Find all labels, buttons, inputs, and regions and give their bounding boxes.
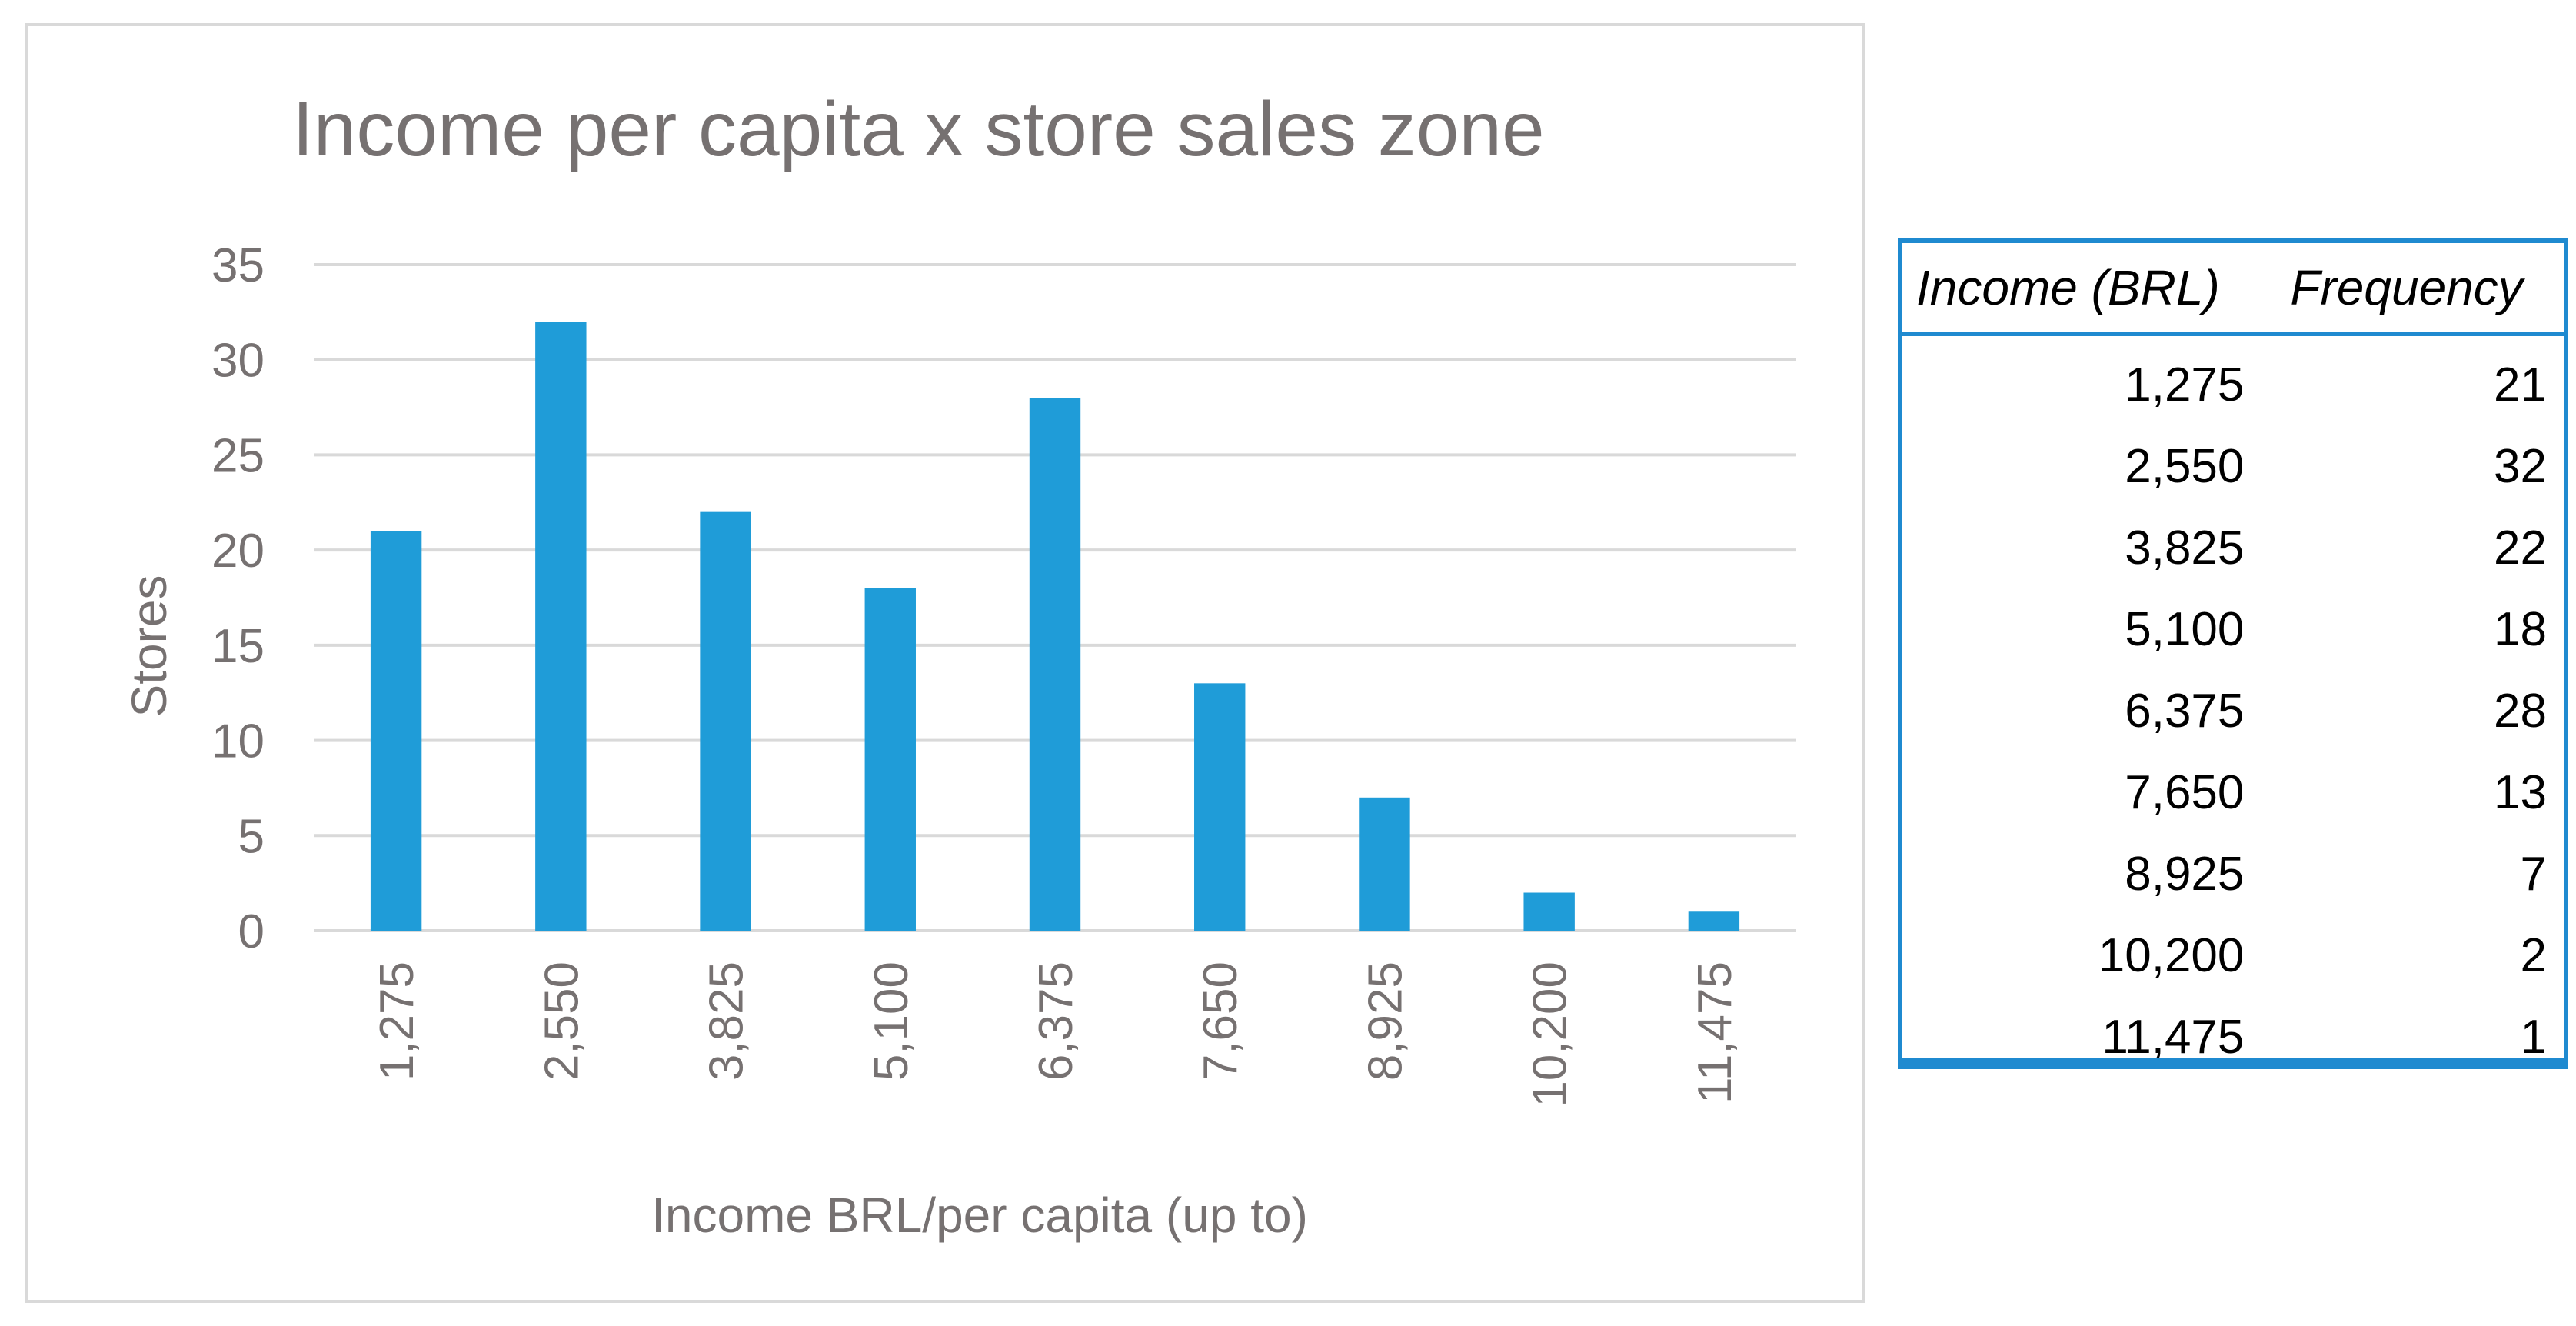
cell-frequency: 7: [2520, 847, 2547, 901]
cell-income: 6,375: [2125, 684, 2245, 738]
header-frequency: Frequency: [2259, 243, 2564, 336]
cell-frequency: 22: [2494, 521, 2547, 575]
y-tick-label: 35: [211, 239, 265, 292]
table-row: 2,550 32: [1902, 425, 2564, 507]
bar: [535, 322, 587, 931]
x-tick-label: 2,550: [535, 961, 588, 1081]
y-tick-label: 20: [211, 525, 265, 578]
table-row: 8,925 7: [1902, 833, 2564, 915]
table-row: 7,650 13: [1902, 751, 2564, 833]
x-axis-label: Income BRL/per capita (up to): [651, 1188, 1308, 1243]
cell-frequency: 1: [2520, 1010, 2547, 1064]
cell-frequency: 13: [2494, 765, 2547, 819]
bar-chart: Income per capita x store sales zone Sto…: [121, 86, 1796, 1243]
y-tick-label: 30: [211, 335, 265, 388]
cell-income: 5,100: [2125, 602, 2245, 656]
table-row: 3,825 22: [1902, 507, 2564, 588]
header-income: Income (BRL): [1902, 243, 2260, 336]
bar: [1523, 892, 1575, 931]
y-tick-label: 15: [211, 620, 265, 673]
x-tick-label: 6,375: [1030, 961, 1083, 1081]
cell-income: 10,200: [2098, 928, 2245, 982]
table-row: 11,475 1: [1902, 996, 2564, 1078]
table-row: 10,200 2: [1902, 915, 2564, 996]
x-tick-label: 10,200: [1524, 961, 1577, 1108]
cell-income: 1,275: [2125, 358, 2245, 411]
table-header-row: Income (BRL) Frequency: [1902, 243, 2564, 336]
y-tick-label: 0: [238, 905, 265, 958]
bar: [1194, 683, 1246, 931]
bar: [1359, 797, 1410, 931]
bar: [370, 531, 422, 931]
cell-income: 7,650: [2125, 765, 2245, 819]
y-axis-label: Stores: [121, 575, 177, 718]
x-tick-label: 3,825: [701, 961, 754, 1081]
bar: [1029, 398, 1081, 931]
y-tick-label: 5: [238, 810, 265, 863]
x-tick-label: 11,475: [1689, 961, 1742, 1104]
bar: [700, 511, 751, 931]
x-tick-labels: 1,275 2,550 3,825 5,100 6,375 7,650 8,925 10,20…: [371, 961, 1742, 1108]
x-tick-label: 8,925: [1359, 961, 1412, 1081]
table-row: 5,100 18: [1902, 588, 2564, 670]
bar: [864, 588, 916, 931]
table-row: 6,375 28: [1902, 670, 2564, 751]
y-tick-labels: 0 5 10 15 20 25 30 35: [211, 239, 265, 958]
table-row: 1,275 21: [1902, 335, 2564, 426]
y-tick-label: 25: [211, 429, 265, 482]
cell-income: 8,925: [2125, 847, 2245, 901]
cell-frequency: 28: [2494, 684, 2547, 738]
x-tick-label: 1,275: [371, 961, 424, 1081]
chart-frame: Income per capita x store sales zone Sto…: [25, 23, 1865, 1303]
cell-income: 2,550: [2125, 439, 2245, 493]
x-tick-label: 5,100: [865, 961, 918, 1081]
bars: [370, 322, 1740, 931]
y-tick-label: 10: [211, 715, 265, 768]
cell-frequency: 2: [2520, 928, 2547, 982]
x-tick-label: 7,650: [1194, 961, 1247, 1081]
cell-income: 11,475: [2102, 1010, 2245, 1064]
cell-frequency: 32: [2494, 439, 2547, 493]
cell-frequency: 21: [2494, 358, 2547, 411]
bar: [1688, 911, 1740, 931]
cell-frequency: 18: [2494, 602, 2547, 656]
cell-income: 3,825: [2125, 521, 2245, 575]
frequency-table: Income (BRL) Frequency 1,275 21 2,550 32 3,8…: [1898, 238, 2568, 1069]
chart-title: Income per capita x store sales zone: [292, 86, 1545, 172]
